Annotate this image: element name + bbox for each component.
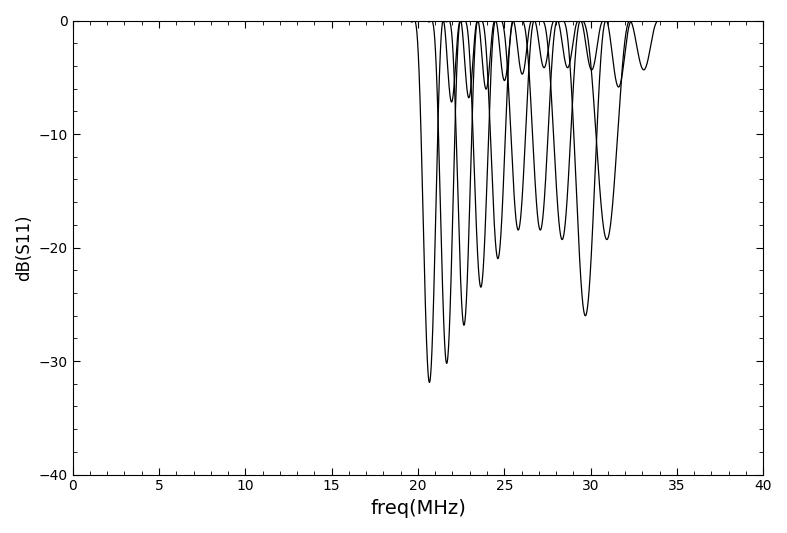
X-axis label: freq(MHz): freq(MHz): [370, 499, 466, 518]
Y-axis label: dB(S11): dB(S11): [15, 214, 33, 281]
